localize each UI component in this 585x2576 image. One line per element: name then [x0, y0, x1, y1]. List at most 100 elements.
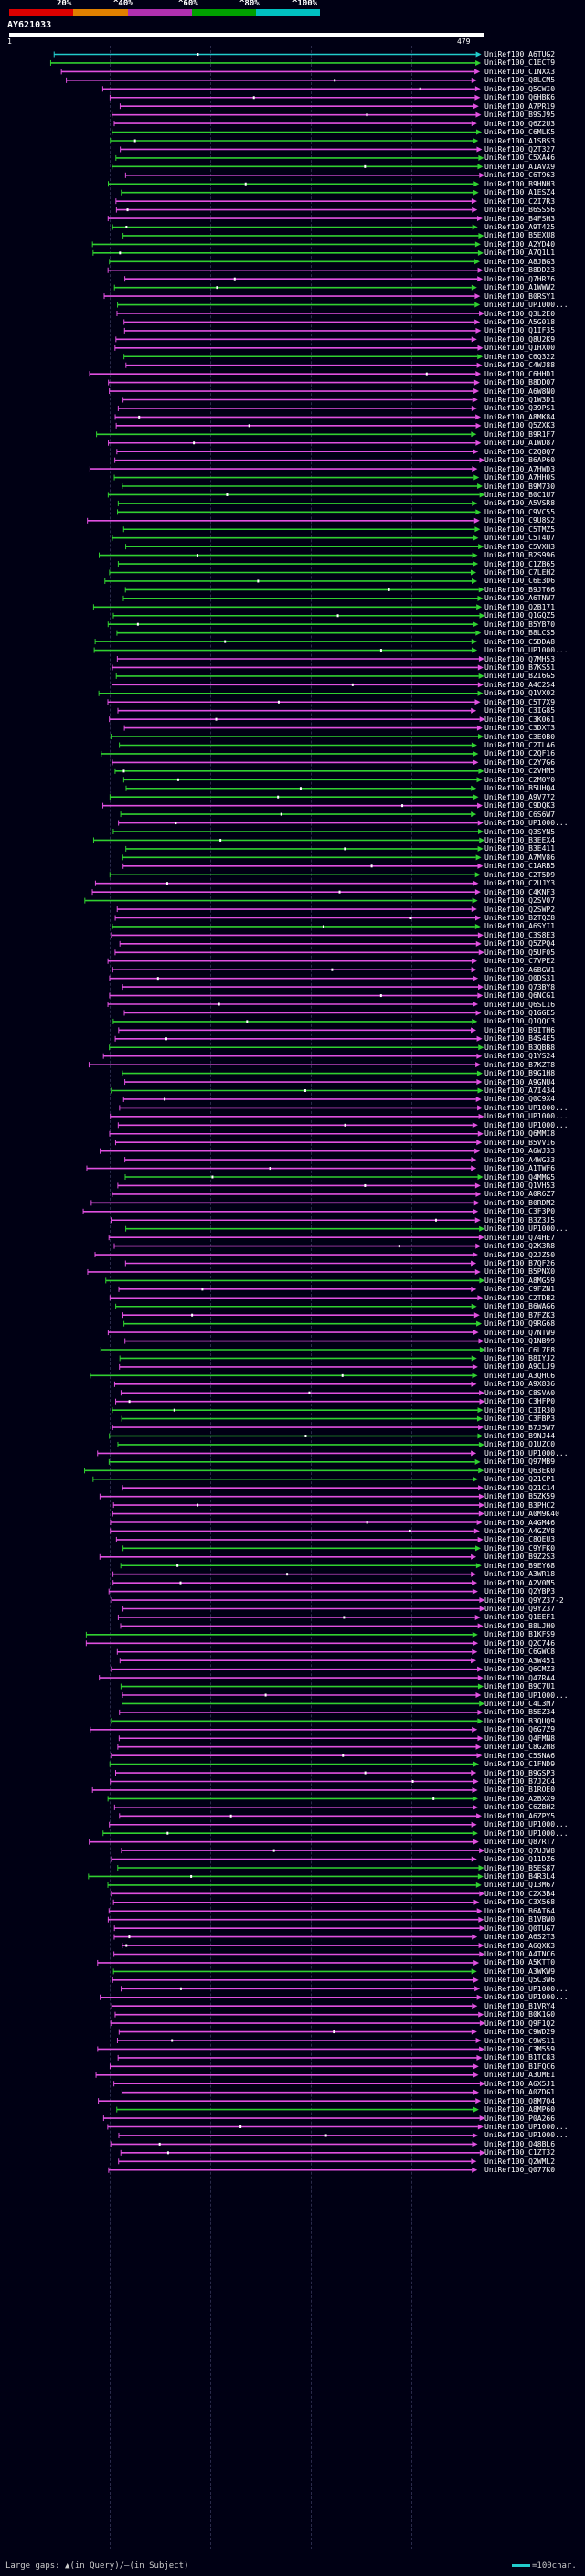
hit-label[interactable]: UniRef100_C6T963: [484, 171, 556, 180]
hit-row[interactable]: UniRef100_B0RDM2: [0, 1199, 585, 1207]
hit-row[interactable]: UniRef100_C6ZBH2: [0, 1803, 585, 1811]
hit-label[interactable]: UniRef100_C3M559: [484, 2044, 556, 2053]
hit-row[interactable]: UniRef100_B3E411: [0, 844, 585, 853]
hit-row[interactable]: UniRef100_B5ZK59: [0, 1492, 585, 1500]
hit-row[interactable]: UniRef100_A7HH0S: [0, 473, 585, 482]
hit-row[interactable]: UniRef100_B5EXU8: [0, 231, 585, 239]
hit-label[interactable]: UniRef100_A7HWD3: [484, 464, 556, 473]
hit-row[interactable]: UniRef100_B4R3L4: [0, 1872, 585, 1881]
hit-row[interactable]: UniRef100_Q9F1Q2: [0, 2019, 585, 2028]
hit-row[interactable]: UniRef100_C6MLK5: [0, 128, 585, 136]
hit-row[interactable]: UniRef100_A8JBG3: [0, 258, 585, 266]
hit-row[interactable]: UniRef100_A0M9K40: [0, 1510, 585, 1518]
hit-row[interactable]: UniRef100_B9EY68: [0, 1562, 585, 1570]
hit-row[interactable]: UniRef100_Q8LCM5: [0, 76, 585, 84]
hit-label[interactable]: UniRef100_Q4MMG5: [484, 1172, 556, 1182]
hit-row[interactable]: UniRef100_B9NJ44: [0, 1432, 585, 1440]
hit-row[interactable]: UniRef100_Q077K0: [0, 2166, 585, 2174]
hit-row[interactable]: UniRef100_C1ZT32: [0, 2148, 585, 2157]
hit-label[interactable]: UniRef100_Q39PS1: [484, 404, 556, 413]
hit-row[interactable]: UniRef100_Q0DS31: [0, 974, 585, 982]
hit-label[interactable]: UniRef100_A9CLJ9: [484, 1362, 556, 1372]
hit-label[interactable]: UniRef100_C9YFK0: [484, 1543, 556, 1553]
hit-row[interactable]: UniRef100_B2S996: [0, 551, 585, 559]
hit-row[interactable]: UniRef100_C3M559: [0, 2045, 585, 2053]
hit-row[interactable]: UniRef100_Q2C746: [0, 1639, 585, 1648]
hit-row[interactable]: UniRef100_C9DQK3: [0, 801, 585, 810]
hit-label[interactable]: UniRef100_A6SYI1: [484, 922, 556, 931]
hit-row[interactable]: UniRef100_UP1000...: [0, 1829, 585, 1838]
hit-row[interactable]: UniRef100_Q73BY8: [0, 983, 585, 991]
hit-row[interactable]: UniRef100_A8MP60: [0, 2105, 585, 2114]
hit-row[interactable]: UniRef100_A7I434: [0, 1087, 585, 1095]
hit-row[interactable]: UniRef100_A9X836: [0, 1380, 585, 1388]
hit-row[interactable]: UniRef100_A1ESZ4: [0, 188, 585, 196]
hit-row[interactable]: UniRef100_C9WS11: [0, 2037, 585, 2045]
hit-row[interactable]: UniRef100_C6S6W7: [0, 811, 585, 819]
hit-label[interactable]: UniRef100_B3PHC2: [484, 1500, 556, 1510]
hit-label[interactable]: UniRef100_A1SBS3: [484, 136, 556, 145]
hit-row[interactable]: UniRef100_UP1000...: [0, 301, 585, 309]
hit-label[interactable]: UniRef100_C1NXX3: [484, 67, 556, 76]
hit-row[interactable]: UniRef100_Q2K3R8: [0, 1242, 585, 1250]
hit-row[interactable]: UniRef100_UP1000...: [0, 1112, 585, 1120]
hit-row[interactable]: UniRef100_B3Z3J5: [0, 1216, 585, 1224]
hit-row[interactable]: UniRef100_A7Q1L1: [0, 249, 585, 257]
hit-label[interactable]: UniRef100_B8DD23: [484, 266, 556, 275]
hit-row[interactable]: UniRef100_Q4FMN8: [0, 1734, 585, 1743]
hit-label[interactable]: UniRef100_B9NJ44: [484, 1432, 556, 1440]
hit-row[interactable]: UniRef100_A4C254: [0, 681, 585, 689]
hit-label[interactable]: UniRef100_Q1NB99: [484, 1337, 556, 1346]
hit-row[interactable]: UniRef100_C3F3P0: [0, 1207, 585, 1215]
hit-row[interactable]: UniRef100_C2VHM5: [0, 767, 585, 775]
hit-row[interactable]: UniRef100_B9Z2S3: [0, 1553, 585, 1561]
hit-label[interactable]: UniRef100_A6X5J1: [484, 2079, 556, 2088]
hit-row[interactable]: UniRef100_Q9RG68: [0, 1320, 585, 1328]
hit-label[interactable]: UniRef100_C1ECT9: [484, 58, 556, 68]
hit-row[interactable]: UniRef100_Q2B171: [0, 603, 585, 611]
hit-label[interactable]: UniRef100_Q3SYN5: [484, 827, 556, 836]
hit-label[interactable]: UniRef100_C2Q8Q7: [484, 447, 556, 456]
hit-row[interactable]: UniRef100_A7PR19: [0, 102, 585, 111]
hit-label[interactable]: UniRef100_A5KTT0: [484, 1958, 556, 1967]
hit-label[interactable]: UniRef100_A9X836: [484, 1380, 556, 1389]
hit-row[interactable]: UniRef100_Q1GGE5: [0, 1009, 585, 1017]
hit-row[interactable]: UniRef100_B1ROE0: [0, 1786, 585, 1794]
hit-label[interactable]: UniRef100_A2V0M5: [484, 1578, 556, 1587]
hit-label[interactable]: UniRef100_B6SS56: [484, 206, 556, 215]
hit-label[interactable]: UniRef100_C3IG85: [484, 706, 556, 716]
hit-label[interactable]: UniRef100_Q97MB9: [484, 1458, 556, 1467]
hit-label[interactable]: UniRef100_B1ROE0: [484, 1786, 556, 1795]
hit-label[interactable]: UniRef100_A8JBG3: [484, 257, 556, 266]
hit-label[interactable]: UniRef100_Q2K3R8: [484, 1242, 556, 1251]
hit-label[interactable]: UniRef100_A6WJ33: [484, 1147, 556, 1156]
hit-label[interactable]: UniRef100_Q21C14: [484, 1483, 556, 1492]
hit-label[interactable]: UniRef100_Q1GQZ5: [484, 611, 556, 620]
hit-row[interactable]: UniRef100_C3FBP3: [0, 1415, 585, 1423]
hit-label[interactable]: UniRef100_C3HFP0: [484, 1397, 556, 1406]
hit-label[interactable]: UniRef100_Q6MMI8: [484, 1129, 556, 1139]
hit-label[interactable]: UniRef100_B4S4E5: [484, 1034, 556, 1044]
hit-label[interactable]: UniRef100_C2M0Y0: [484, 775, 556, 784]
hit-row[interactable]: UniRef100_Q87RT7: [0, 1838, 585, 1846]
hit-label[interactable]: UniRef100_B5EZ34: [484, 1708, 556, 1717]
hit-label[interactable]: UniRef100_A7PR19: [484, 101, 556, 111]
hit-label[interactable]: UniRef100_C8G2H8: [484, 1743, 556, 1752]
hit-row[interactable]: UniRef100_Q97MB9: [0, 1458, 585, 1466]
hit-row[interactable]: UniRef100_Q6HBK6: [0, 93, 585, 101]
hit-label[interactable]: UniRef100_C2VHM5: [484, 767, 556, 776]
hit-label[interactable]: UniRef100_A6S2T3: [484, 1933, 556, 1942]
hit-row[interactable]: UniRef100_A6BGW1: [0, 966, 585, 974]
hit-row[interactable]: UniRef100_B8LCS5: [0, 629, 585, 637]
hit-row[interactable]: UniRef100_Q63EK0: [0, 1467, 585, 1475]
hit-row[interactable]: UniRef100_Q6Z2U3: [0, 120, 585, 128]
hit-label[interactable]: UniRef100_Q8M7Q4: [484, 2096, 556, 2105]
hit-label[interactable]: UniRef100_A3W451: [484, 1656, 556, 1665]
hit-label[interactable]: UniRef100_A0ZDG1: [484, 2088, 556, 2097]
hit-row[interactable]: UniRef100_A1TWF6: [0, 1164, 585, 1172]
hit-row[interactable]: UniRef100_A9GNU4: [0, 1078, 585, 1087]
hit-row[interactable]: UniRef100_A7HWD3: [0, 465, 585, 473]
hit-label[interactable]: UniRef100_Q2SWP2: [484, 905, 556, 914]
hit-row[interactable]: UniRef100_UP1000...: [0, 1985, 585, 1993]
hit-row[interactable]: UniRef100_A6SYI1: [0, 922, 585, 930]
